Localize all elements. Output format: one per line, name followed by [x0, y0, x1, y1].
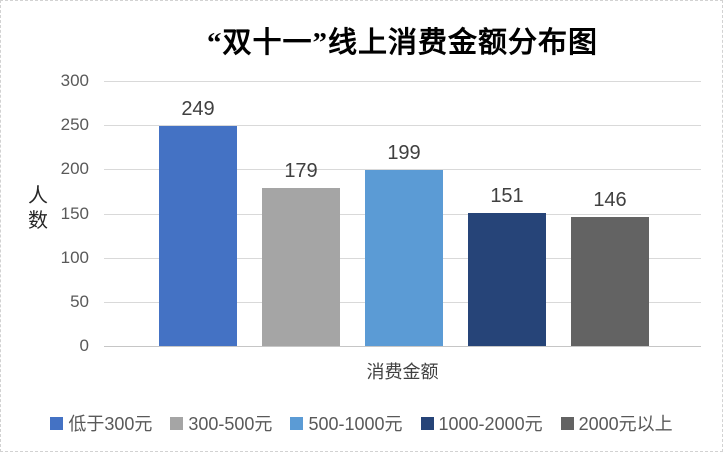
legend-label: 1000-2000元 — [438, 414, 543, 434]
bar-2000元以上 — [571, 217, 649, 346]
plot-area: 249 179 199 151 146 — [104, 81, 701, 347]
bar-300-500元 — [262, 187, 340, 346]
legend-item-300-500元: 300-500元 — [170, 410, 272, 436]
legend-swatch-icon — [50, 416, 64, 430]
y-tick-label-200: 200 — [60, 159, 89, 179]
bar-1000-2000元 — [468, 212, 546, 346]
legend-swatch-icon — [290, 416, 304, 430]
y-tick-label-0: 0 — [79, 336, 89, 355]
x-axis-title: 消费金额 — [366, 362, 439, 382]
legend-item-2000元以上: 2000元以上 — [560, 410, 673, 436]
y-tick-label-50: 50 — [70, 291, 89, 311]
chart-title: “双十一”线上消费金额分布图 — [206, 27, 598, 59]
gridline-250 — [104, 125, 701, 127]
data-label-2000元以上: 146 — [593, 189, 627, 212]
legend-item-500-1000元: 500-1000元 — [290, 410, 403, 436]
y-tick-label-300: 300 — [60, 71, 89, 90]
data-label-500-1000元: 199 — [387, 142, 421, 165]
y-tick-label-250: 250 — [60, 115, 89, 135]
data-label-低于300元: 249 — [181, 98, 215, 121]
x-axis-line — [104, 346, 701, 347]
legend-label: 低于300元 — [68, 414, 153, 434]
bar-500-1000元 — [365, 170, 443, 346]
legend-label: 300-500元 — [188, 414, 273, 434]
legend-label: 2000元以上 — [578, 414, 673, 434]
gridline-200 — [104, 169, 701, 171]
data-label-1000-2000元: 151 — [490, 184, 524, 207]
legend-item-低于300元: 低于300元 — [50, 410, 152, 436]
y-tick-label-150: 150 — [60, 203, 89, 223]
gridline-300 — [104, 81, 701, 82]
chart-legend: 低于300元 300-500元 500-1000元 1000-2000元 2000元以上 — [1, 409, 722, 437]
legend-swatch-icon — [420, 416, 434, 430]
y-tick-label-100: 100 — [60, 247, 89, 267]
legend-swatch-icon — [170, 416, 184, 430]
legend-label: 500-1000元 — [308, 414, 403, 434]
legend-item-1000-2000元: 1000-2000元 — [420, 410, 543, 436]
y-axis-title: 人数 — [28, 185, 48, 232]
data-label-300-500元: 179 — [284, 159, 318, 182]
bar-低于300元 — [159, 126, 237, 346]
legend-swatch-icon — [560, 416, 574, 430]
